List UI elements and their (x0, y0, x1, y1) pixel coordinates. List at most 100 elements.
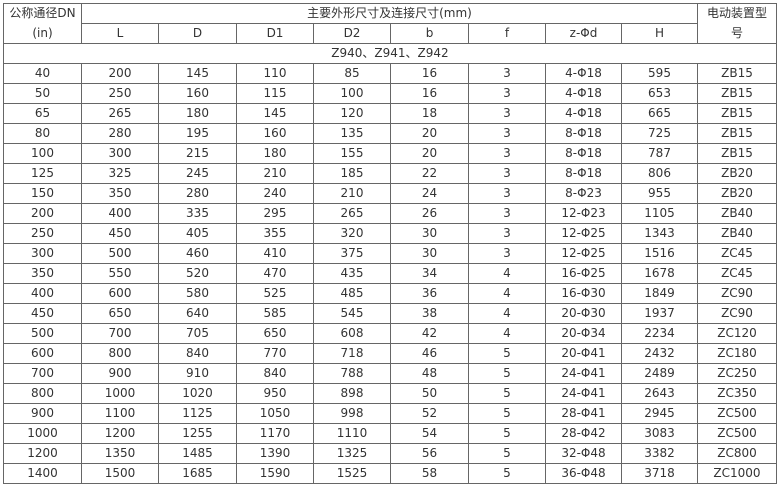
cell-bolt-holes: 8-Φ18 (545, 123, 622, 144)
cell-b: 58 (390, 463, 469, 484)
cell-h: 665 (621, 103, 698, 124)
cell-dn: 125 (3, 163, 82, 184)
cell-d: 145 (158, 63, 237, 84)
cell-d: 1485 (158, 443, 237, 464)
cell-f: 5 (468, 363, 546, 384)
cell-actuator-model: ZC500 (697, 403, 777, 424)
cell-h: 1678 (621, 263, 698, 284)
cell-l: 265 (81, 103, 159, 124)
table-row: 150 350 280 240 210 24 3 8-Φ23 955 ZB20 (3, 183, 777, 204)
table-row: 40 200 145 110 85 16 3 4-Φ18 595 ZB15 (3, 63, 777, 84)
table-row: 900 1100 1125 1050 998 52 5 28-Φ41 2945 ZC500 (3, 403, 777, 424)
cell-d2: 85 (313, 63, 391, 84)
cell-b: 48 (390, 363, 469, 384)
cell-bolt-holes: 8-Φ18 (545, 143, 622, 164)
cell-h: 2234 (621, 323, 698, 344)
header-row-2: (in) L D D1 D2 b f z-Φd H 号 (3, 23, 777, 44)
cell-h: 725 (621, 123, 698, 144)
cell-d1: 410 (236, 243, 314, 264)
cell-b: 20 (390, 143, 469, 164)
cell-l: 800 (81, 343, 159, 364)
column-header: b (390, 23, 469, 44)
cell-bolt-holes: 36-Φ48 (545, 463, 622, 484)
table-row: 400 600 580 525 485 36 4 16-Φ30 1849 ZC90 (3, 283, 777, 304)
table-row: 300 500 460 410 375 30 3 12-Φ25 1516 ZC45 (3, 243, 777, 264)
cell-f: 3 (468, 63, 546, 84)
cell-l: 1500 (81, 463, 159, 484)
cell-f: 3 (468, 203, 546, 224)
cell-d2: 485 (313, 283, 391, 304)
cell-dn: 400 (3, 283, 82, 304)
cell-l: 325 (81, 163, 159, 184)
cell-d: 195 (158, 123, 237, 144)
cell-b: 52 (390, 403, 469, 424)
cell-b: 30 (390, 223, 469, 244)
cell-h: 3083 (621, 423, 698, 444)
model-row: Z940、Z941、Z942 (3, 43, 777, 64)
actuator-header-cont: 号 (697, 23, 777, 44)
cell-d: 580 (158, 283, 237, 304)
cell-l: 600 (81, 283, 159, 304)
column-header: z-Φd (545, 23, 622, 44)
cell-f: 3 (468, 123, 546, 144)
cell-l: 500 (81, 243, 159, 264)
cell-actuator-model: ZC90 (697, 303, 777, 324)
valve-dimension-table: 公称通径DN 主要外形尺寸及连接尺寸(mm) 电动装置型 (in) L D D1 D2… (3, 3, 777, 484)
cell-d1: 210 (236, 163, 314, 184)
table-row: 250 450 405 355 320 30 3 12-Φ25 1343 ZB40 (3, 223, 777, 244)
cell-d: 640 (158, 303, 237, 324)
cell-bolt-holes: 4-Φ18 (545, 63, 622, 84)
cell-b: 38 (390, 303, 469, 324)
cell-h: 1343 (621, 223, 698, 244)
cell-d2: 120 (313, 103, 391, 124)
cell-d1: 840 (236, 363, 314, 384)
cell-d2: 375 (313, 243, 391, 264)
cell-actuator-model: ZB15 (697, 83, 777, 104)
cell-b: 22 (390, 163, 469, 184)
cell-d: 405 (158, 223, 237, 244)
cell-d2: 1325 (313, 443, 391, 464)
cell-b: 54 (390, 423, 469, 444)
cell-d: 520 (158, 263, 237, 284)
cell-d1: 650 (236, 323, 314, 344)
cell-dn: 350 (3, 263, 82, 284)
cell-f: 5 (468, 463, 546, 484)
cell-d1: 950 (236, 383, 314, 404)
actuator-header: 电动装置型 (697, 3, 777, 24)
cell-actuator-model: ZC45 (697, 243, 777, 264)
cell-dn: 600 (3, 343, 82, 364)
cell-dn: 1000 (3, 423, 82, 444)
cell-d1: 770 (236, 343, 314, 364)
cell-bolt-holes: 20-Φ41 (545, 343, 622, 364)
cell-bolt-holes: 28-Φ42 (545, 423, 622, 444)
cell-f: 5 (468, 423, 546, 444)
cell-d: 1020 (158, 383, 237, 404)
cell-h: 1105 (621, 203, 698, 224)
cell-h: 787 (621, 143, 698, 164)
table-row: 350 550 520 470 435 34 4 16-Φ25 1678 ZC45 (3, 263, 777, 284)
table-row: 100 300 215 180 155 20 3 8-Φ18 787 ZB15 (3, 143, 777, 164)
cell-b: 16 (390, 83, 469, 104)
cell-bolt-holes: 20-Φ30 (545, 303, 622, 324)
cell-dn: 300 (3, 243, 82, 264)
cell-d1: 1590 (236, 463, 314, 484)
cell-f: 4 (468, 283, 546, 304)
header-row-1: 公称通径DN 主要外形尺寸及连接尺寸(mm) 电动装置型 (3, 3, 777, 24)
cell-b: 46 (390, 343, 469, 364)
cell-d2: 1525 (313, 463, 391, 484)
cell-actuator-model: ZB40 (697, 223, 777, 244)
cell-d1: 180 (236, 143, 314, 164)
cell-l: 350 (81, 183, 159, 204)
cell-f: 5 (468, 403, 546, 424)
cell-actuator-model: ZB15 (697, 103, 777, 124)
table-row: 800 1000 1020 950 898 50 5 24-Φ41 2643 ZC350 (3, 383, 777, 404)
cell-dn: 100 (3, 143, 82, 164)
dn-header: 公称通径DN (3, 3, 82, 24)
cell-d2: 898 (313, 383, 391, 404)
cell-actuator-model: ZC180 (697, 343, 777, 364)
cell-f: 3 (468, 103, 546, 124)
cell-d2: 998 (313, 403, 391, 424)
cell-b: 34 (390, 263, 469, 284)
cell-actuator-model: ZB15 (697, 143, 777, 164)
cell-d2: 608 (313, 323, 391, 344)
